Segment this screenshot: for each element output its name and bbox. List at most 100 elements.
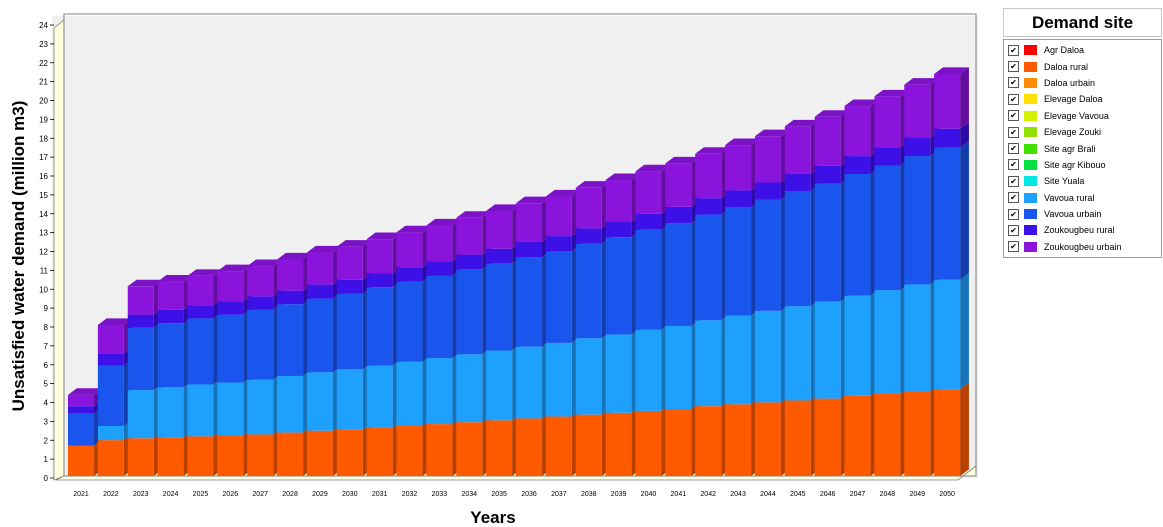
bar-segment	[635, 410, 662, 476]
x-tick-label: 2024	[163, 491, 179, 498]
bar-segment	[904, 156, 931, 285]
bar-segment	[934, 73, 961, 129]
legend-label: Vavoua rural	[1044, 192, 1095, 203]
legend-item[interactable]: ✔ Zoukougbeu rural	[1008, 222, 1161, 238]
legend-swatch	[1024, 143, 1037, 154]
bar-top	[127, 279, 163, 287]
x-tick-label: 2032	[402, 491, 418, 498]
legend-checkbox[interactable]: ✔	[1008, 110, 1019, 122]
bar-segment	[426, 275, 453, 359]
legend-label: Site Yuala	[1044, 176, 1085, 187]
bar-segment-side	[960, 67, 969, 129]
bar-stack	[97, 318, 133, 476]
legend-swatch	[1024, 61, 1037, 72]
y-tick-label: 13	[39, 229, 48, 238]
bar-segment	[426, 424, 453, 476]
side-wall	[53, 19, 65, 481]
legend-item[interactable]: ✔ Site Yuala	[1008, 173, 1161, 189]
bar-segment	[277, 432, 304, 476]
legend-checkbox[interactable]: ✔	[1008, 208, 1019, 220]
bar-segment	[545, 251, 572, 343]
legend-item[interactable]: ✔ Daloa rural	[1008, 58, 1161, 74]
bar-top	[635, 164, 671, 172]
bar-top	[695, 147, 730, 154]
bar-stack	[456, 211, 492, 476]
bar-top	[97, 318, 133, 325]
x-tick-label: 2023	[133, 491, 149, 498]
legend-checkbox[interactable]: ✔	[1008, 143, 1019, 155]
bar-segment	[456, 422, 483, 476]
bar-segment	[157, 437, 184, 476]
bar-top	[665, 156, 701, 164]
bar-segment	[844, 106, 871, 157]
bar-stack	[844, 99, 880, 476]
bar-segment	[486, 263, 513, 351]
bar-segment	[904, 84, 931, 138]
legend-checkbox[interactable]: ✔	[1008, 61, 1019, 73]
bar-segment	[814, 301, 841, 399]
bar-segment	[545, 236, 572, 252]
legend-label: Daloa rural	[1044, 61, 1089, 72]
bar-stack	[516, 196, 551, 476]
legend-label: Agr Daloa	[1044, 45, 1085, 56]
bar-segment	[306, 284, 333, 299]
legend-checkbox[interactable]: ✔	[1008, 126, 1019, 138]
bar-segment	[665, 325, 692, 409]
legend-label: Site agr Kibouo	[1044, 159, 1106, 170]
legend-item[interactable]: ✔ Site agr Brali	[1008, 140, 1161, 156]
bar-stack	[665, 156, 701, 476]
legend-checkbox[interactable]: ✔	[1008, 241, 1019, 253]
bar-stacks	[68, 67, 969, 476]
legend-item[interactable]: ✔ Vavoua rural	[1008, 190, 1161, 206]
legend-item[interactable]: ✔ Site agr Kibouo	[1008, 157, 1161, 173]
y-tick-label: 20	[39, 97, 48, 106]
x-tick-label: 2040	[641, 491, 657, 498]
legend-checkbox[interactable]: ✔	[1008, 93, 1019, 105]
legend-item[interactable]: ✔ Elevage Zouki	[1008, 124, 1161, 140]
bar-stack	[396, 225, 432, 476]
bar-segment	[127, 314, 154, 328]
bar-segment	[336, 279, 363, 294]
legend-checkbox[interactable]: ✔	[1008, 44, 1019, 56]
legend-checkbox[interactable]: ✔	[1008, 192, 1019, 204]
bar-segment	[366, 239, 393, 274]
legend-item[interactable]: ✔ Elevage Vavoua	[1008, 108, 1161, 124]
bar-stack	[187, 269, 223, 476]
x-tick-label: 2047	[850, 491, 866, 498]
bar-segment	[874, 165, 901, 291]
legend-item[interactable]: ✔ Vavoua urbain	[1008, 206, 1161, 222]
legend-item[interactable]: ✔ Agr Daloa	[1008, 42, 1161, 58]
bar-segment	[247, 434, 274, 476]
bar-segment	[814, 165, 841, 184]
legend-checkbox[interactable]: ✔	[1008, 224, 1019, 236]
y-tick-label: 21	[39, 78, 48, 87]
bar-stack	[904, 78, 940, 476]
bar-segment	[605, 334, 632, 413]
bar-segment	[516, 418, 542, 476]
bar-segment	[635, 213, 662, 230]
bar-segment	[366, 365, 393, 428]
bar-top	[217, 264, 253, 272]
bar-segment	[97, 325, 124, 354]
bar-segment	[247, 266, 274, 297]
bar-segment	[635, 171, 662, 214]
legend-swatch	[1024, 159, 1037, 170]
legend-checkbox[interactable]: ✔	[1008, 159, 1019, 171]
legend-checkbox[interactable]: ✔	[1008, 175, 1019, 187]
bar-stack	[814, 110, 850, 476]
bar-top	[814, 110, 850, 117]
bar-segment	[754, 199, 781, 311]
bar-segment	[695, 406, 722, 476]
bar-segment	[157, 281, 184, 310]
legend-checkbox[interactable]: ✔	[1008, 77, 1019, 89]
bar-top	[725, 138, 760, 146]
bar-segment	[396, 232, 423, 268]
bar-segment	[396, 267, 423, 282]
legend-item[interactable]: ✔ Elevage Daloa	[1008, 91, 1161, 107]
y-tick-label: 18	[39, 134, 48, 143]
bar-top	[157, 274, 193, 282]
legend-item[interactable]: ✔ Zoukougbeu urbain	[1008, 239, 1161, 255]
bar-segment	[336, 293, 363, 370]
legend-item[interactable]: ✔ Daloa urbain	[1008, 75, 1161, 91]
